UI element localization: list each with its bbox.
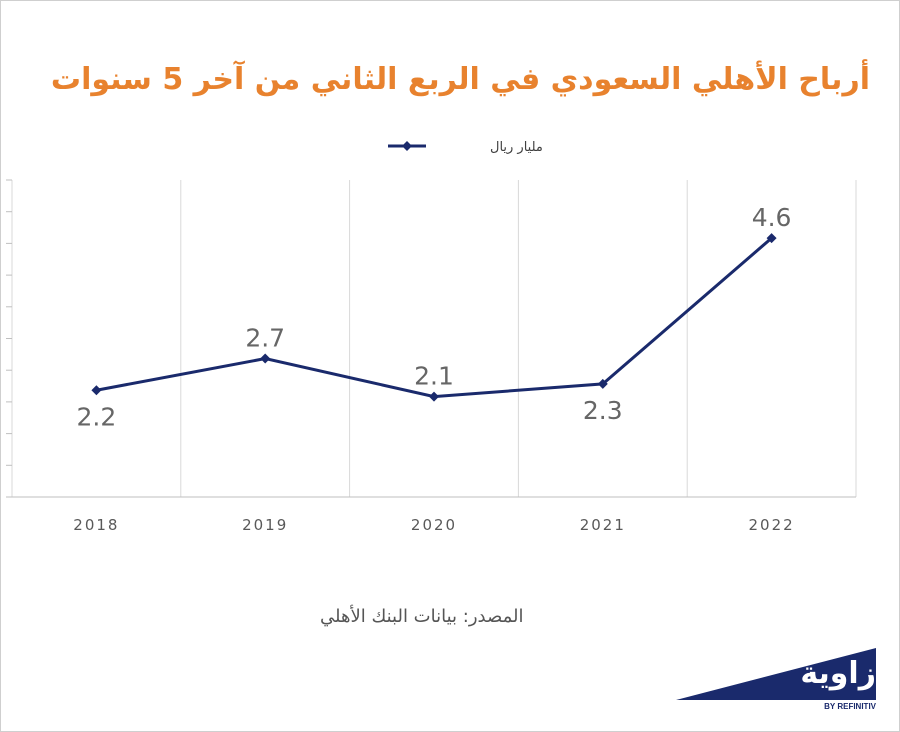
logo-byline: BY REFINITIV [824, 702, 876, 711]
data-label: 2.2 [77, 402, 117, 431]
x-tick-label: 2021 [580, 516, 626, 534]
chart-title: أرباح الأهلي السعودي في الربع الثاني من … [50, 62, 870, 97]
data-point [91, 385, 102, 396]
x-tick-label: 2019 [242, 516, 288, 534]
data-label: 2.7 [245, 324, 285, 353]
source-note: المصدر: بيانات البنك الأهلي [320, 606, 524, 627]
x-tick-label: 2022 [749, 516, 795, 534]
data-label: 4.6 [752, 203, 792, 232]
data-point [260, 353, 271, 364]
logo-wordmark: زاوية [800, 656, 876, 691]
data-label: 2.1 [414, 362, 454, 391]
x-tick-label: 2020 [411, 516, 457, 534]
x-tick-label: 2018 [73, 516, 119, 534]
zawya-logo: زاوية BY REFINITIV [676, 648, 876, 718]
legend-label: مليار ريال [490, 140, 543, 155]
data-point [597, 378, 608, 389]
data-point [429, 391, 439, 402]
legend-marker [402, 141, 412, 151]
data-label: 2.3 [583, 396, 623, 425]
data-point [766, 233, 777, 244]
